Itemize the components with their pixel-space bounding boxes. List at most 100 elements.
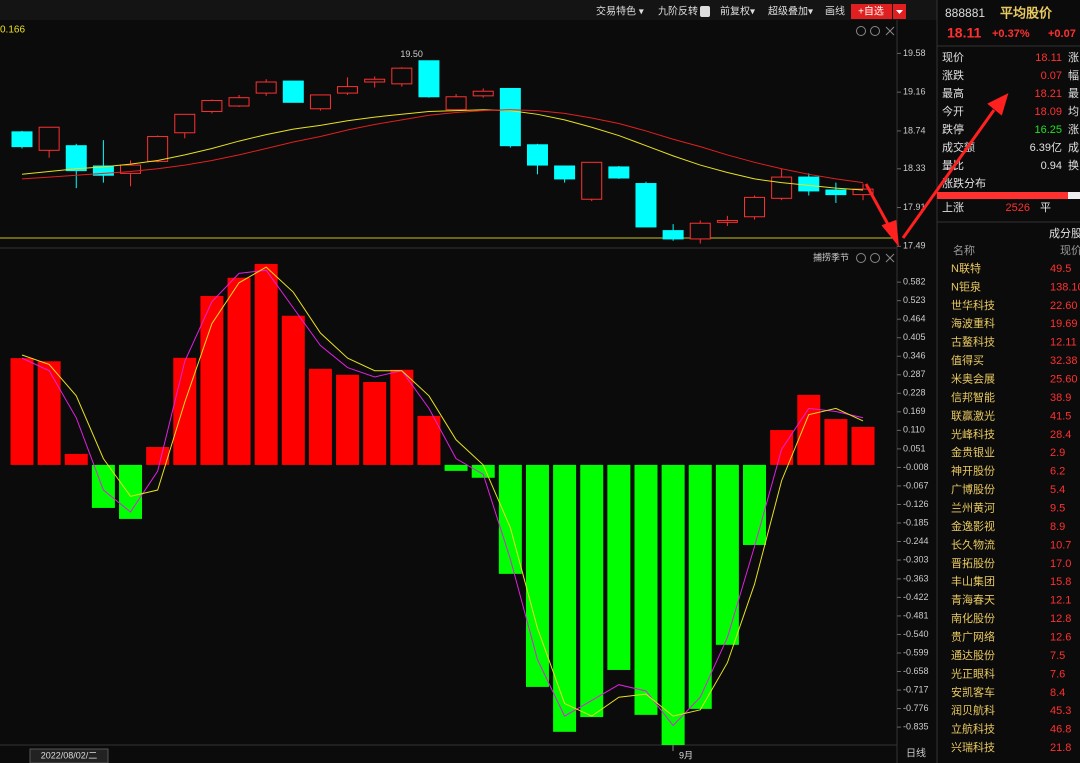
- indicator-line: [21, 109, 864, 184]
- quote-label: 最高: [942, 86, 964, 100]
- max-label: 19.50: [400, 49, 423, 59]
- indicator-title: 捕捞季节: [813, 251, 849, 262]
- stock-row-price: 10.7: [1050, 539, 1071, 551]
- bar: [471, 464, 495, 478]
- stock-row-name[interactable]: 值得买: [951, 354, 984, 367]
- dropdown-icon: [896, 10, 903, 14]
- bar: [390, 369, 414, 465]
- bar: [770, 430, 794, 465]
- stock-row-price: 19.69: [1050, 318, 1078, 330]
- stock-price: 18.11: [947, 25, 981, 41]
- candle-body: [526, 144, 548, 166]
- stock-row-name[interactable]: 兴瑞科技: [951, 740, 995, 754]
- stock-row-name[interactable]: 南化股份: [951, 611, 995, 625]
- indicator-line: [21, 109, 864, 191]
- toolbar-item[interactable]: 交易特色 ▾: [596, 5, 644, 18]
- change-pct: +0.37%: [992, 28, 1030, 40]
- stock-row-name[interactable]: N联特: [951, 261, 981, 275]
- stock-row-name[interactable]: 信邦智能: [951, 390, 995, 404]
- stock-row-name[interactable]: 米奥会展: [951, 371, 995, 385]
- stock-row-name[interactable]: 联赢激光: [951, 408, 995, 422]
- y-tick-label: 18.33: [903, 163, 926, 173]
- bar: [146, 447, 170, 465]
- arrow-head: [881, 219, 899, 247]
- candle-body: [852, 188, 874, 196]
- bar: [119, 464, 143, 519]
- settings-icon[interactable]: [856, 26, 866, 36]
- stock-row-name[interactable]: 长久物流: [951, 537, 995, 551]
- close-icon[interactable]: [885, 253, 895, 263]
- quote-value: 6.39亿: [1030, 141, 1062, 154]
- y-tick-label: 0.346: [903, 351, 926, 361]
- stock-row-name[interactable]: 晋拓股份: [951, 556, 995, 570]
- stock-row-name[interactable]: 神开股份: [951, 464, 995, 478]
- candle-body: [147, 135, 169, 162]
- stock-row-name[interactable]: N钜泉: [951, 279, 981, 293]
- toolbar-item[interactable]: 超级叠加▾: [768, 5, 813, 18]
- bar: [91, 464, 115, 508]
- bar: [634, 464, 658, 715]
- candle-body: [472, 90, 494, 97]
- toolbar-item[interactable]: 九阶反转: [658, 5, 698, 18]
- candle-body: [255, 81, 277, 94]
- y-tick-label: 0.523: [903, 295, 926, 305]
- y-tick-label: -0.481: [903, 610, 929, 620]
- settings-icon[interactable]: [856, 253, 866, 263]
- candle-body: [445, 96, 467, 111]
- stock-row-price: 45.3: [1050, 705, 1071, 717]
- stock-row-price: 9.5: [1050, 502, 1065, 514]
- stock-row-name[interactable]: 兰州黄河: [951, 500, 995, 514]
- stock-row-name[interactable]: 立航科技: [951, 722, 995, 736]
- stock-row-name[interactable]: 丰山集团: [951, 574, 995, 588]
- stock-row-name[interactable]: 金贵银业: [951, 445, 995, 459]
- distribution-flat-bar: [1068, 192, 1080, 199]
- y-tick-label: 0.110: [903, 425, 925, 435]
- stock-row-price: 12.8: [1050, 613, 1071, 625]
- candle-body: [635, 183, 657, 228]
- candle-body: [716, 219, 738, 223]
- stock-row-price: 41.5: [1050, 410, 1071, 422]
- stock-row-price: 46.8: [1050, 724, 1071, 736]
- stock-row-name[interactable]: 金逸影视: [951, 519, 995, 533]
- y-tick-label: 17.49: [903, 241, 926, 251]
- toolbar-item[interactable]: 前复权▾: [720, 5, 755, 18]
- stock-row-name[interactable]: 青海春天: [951, 593, 995, 607]
- stock-row-price: 32.38: [1050, 355, 1078, 367]
- stock-row-price: 6.2: [1050, 466, 1065, 478]
- help-icon[interactable]: [870, 26, 880, 36]
- candle-body: [662, 230, 684, 240]
- stock-row-name[interactable]: 安凯客车: [951, 685, 995, 699]
- candle-body: [499, 87, 521, 147]
- quote-tail: 换: [1068, 158, 1079, 172]
- date-box: [29, 748, 109, 763]
- quote-tail: 均: [1068, 105, 1079, 118]
- col-price: 现价: [1060, 244, 1080, 257]
- add-button[interactable]: [851, 4, 892, 19]
- stock-row-name[interactable]: 海波重科: [951, 316, 995, 330]
- components-title: 成分股: [1049, 227, 1080, 240]
- annotation-arrows: [864, 93, 1009, 247]
- y-tick-label: 0.464: [903, 314, 926, 324]
- stock-row-name[interactable]: 贵广网络: [951, 630, 995, 644]
- stock-row-name[interactable]: 光峰科技: [951, 427, 995, 441]
- close-icon[interactable]: [885, 26, 895, 36]
- bar: [254, 263, 278, 465]
- y-tick-label: -0.835: [903, 721, 929, 731]
- bar: [553, 464, 577, 732]
- stock-row-name[interactable]: 通达股份: [951, 649, 995, 662]
- quote-label: 跌停: [942, 122, 964, 136]
- bar: [525, 464, 549, 687]
- y-tick-label: 19.58: [903, 48, 926, 58]
- bar: [715, 464, 739, 645]
- stock-row-name[interactable]: 世华科技: [951, 298, 995, 312]
- stock-row-name[interactable]: 润贝航科: [951, 703, 995, 717]
- toolbar-item[interactable]: 画线: [825, 5, 845, 18]
- indicator-line: [21, 269, 864, 727]
- help-icon[interactable]: [870, 253, 880, 263]
- bar: [661, 464, 685, 745]
- stock-row-name[interactable]: 古鳌科技: [951, 335, 995, 349]
- stock-code: 888881: [945, 6, 985, 20]
- stock-row-name[interactable]: 光正眼科: [951, 666, 995, 680]
- bar: [281, 315, 305, 465]
- stock-row-name[interactable]: 广博股份: [951, 483, 995, 496]
